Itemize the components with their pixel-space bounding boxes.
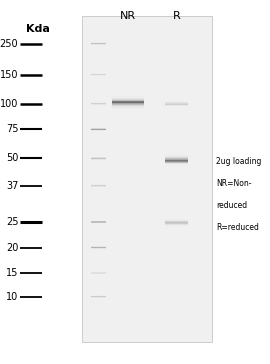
Bar <box>165 167 188 168</box>
Bar <box>112 100 144 101</box>
Bar <box>112 109 144 110</box>
Bar <box>112 98 144 99</box>
Bar <box>165 163 188 164</box>
Bar <box>165 158 188 159</box>
Bar <box>112 96 144 97</box>
Bar <box>165 164 188 165</box>
Bar <box>165 220 188 221</box>
Bar <box>112 112 144 113</box>
Bar <box>165 166 188 167</box>
Bar <box>112 103 144 104</box>
Bar <box>165 228 188 229</box>
Bar <box>165 156 188 157</box>
Bar <box>165 161 188 162</box>
Text: NR: NR <box>120 11 136 21</box>
Bar <box>112 105 144 106</box>
Bar <box>112 104 144 105</box>
Bar <box>165 223 188 224</box>
Bar <box>112 101 144 102</box>
Bar <box>165 159 188 160</box>
Bar <box>112 108 144 109</box>
Text: 2ug loading: 2ug loading <box>216 158 261 166</box>
Bar <box>112 111 144 112</box>
Text: 75: 75 <box>6 124 18 134</box>
Bar <box>165 151 188 152</box>
Bar <box>112 97 144 98</box>
Bar <box>165 224 188 225</box>
Bar <box>165 216 188 217</box>
Bar <box>112 113 144 114</box>
Text: NR=Non-: NR=Non- <box>216 179 251 188</box>
Bar <box>112 93 144 94</box>
Bar <box>165 222 188 223</box>
Text: R: R <box>173 11 181 21</box>
Bar <box>165 226 188 227</box>
Bar <box>112 95 144 96</box>
Bar <box>165 164 188 165</box>
Bar <box>112 107 144 108</box>
Bar <box>112 110 144 111</box>
Bar <box>112 107 144 108</box>
Bar <box>82 16 212 342</box>
Text: 20: 20 <box>6 242 18 253</box>
Text: 10: 10 <box>6 292 18 302</box>
Bar <box>165 153 188 154</box>
Bar <box>165 156 188 157</box>
Bar <box>165 151 188 152</box>
Bar <box>165 168 188 169</box>
Bar <box>165 160 188 161</box>
Bar <box>165 227 188 228</box>
Bar <box>112 105 144 106</box>
Bar <box>165 153 188 154</box>
Text: Kda: Kda <box>26 24 50 33</box>
Bar <box>112 96 144 97</box>
Bar <box>165 217 188 218</box>
Text: reduced: reduced <box>216 201 247 210</box>
Bar <box>165 167 188 168</box>
Bar <box>165 162 188 163</box>
Text: 100: 100 <box>0 99 18 109</box>
Bar <box>112 94 144 95</box>
Text: 37: 37 <box>6 181 18 191</box>
Text: 25: 25 <box>6 217 18 227</box>
Bar <box>165 218 188 219</box>
Bar <box>112 106 144 107</box>
Bar <box>112 102 144 103</box>
Bar <box>165 219 188 220</box>
Bar <box>165 159 188 160</box>
Text: 50: 50 <box>6 153 18 163</box>
Text: 150: 150 <box>0 70 18 80</box>
Bar <box>165 169 188 170</box>
Bar <box>165 155 188 156</box>
Bar <box>165 225 188 226</box>
Text: 15: 15 <box>6 268 18 278</box>
Bar <box>112 94 144 95</box>
Text: 250: 250 <box>0 39 18 49</box>
Bar <box>112 92 144 93</box>
Bar <box>165 220 188 221</box>
Bar <box>112 93 144 94</box>
Bar <box>165 157 188 158</box>
Bar <box>165 165 188 166</box>
Bar <box>165 227 188 228</box>
Bar <box>112 99 144 100</box>
Bar <box>165 152 188 153</box>
Bar <box>165 221 188 222</box>
Bar <box>165 217 188 218</box>
Text: R=reduced: R=reduced <box>216 223 259 232</box>
Bar <box>165 223 188 224</box>
Bar <box>165 154 188 155</box>
